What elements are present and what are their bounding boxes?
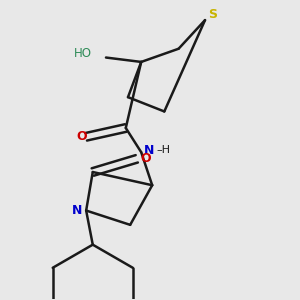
Text: O: O <box>76 130 87 143</box>
Text: –H: –H <box>156 145 170 155</box>
Text: N: N <box>144 143 154 157</box>
Text: O: O <box>140 152 151 165</box>
Text: N: N <box>72 204 82 217</box>
Text: HO: HO <box>74 46 92 60</box>
Text: S: S <box>208 8 217 21</box>
